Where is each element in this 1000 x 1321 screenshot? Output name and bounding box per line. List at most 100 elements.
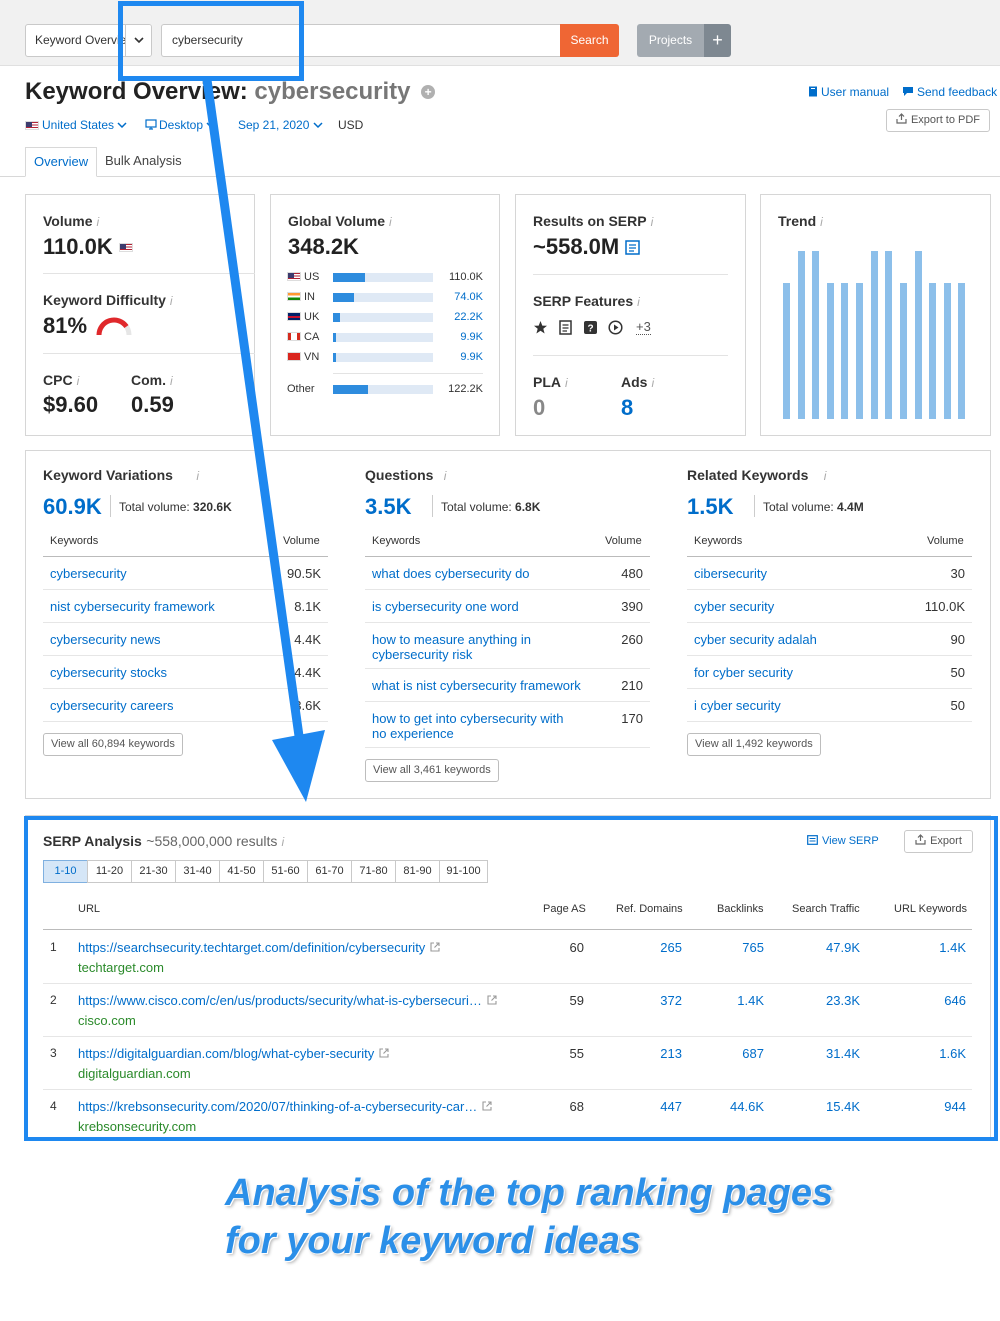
keyword-link[interactable]: is cybersecurity one word [372,599,519,614]
keyword-link[interactable]: cyber security [694,599,775,614]
export-pdf-button[interactable]: Export to PDF [886,109,990,132]
user-manual-link[interactable]: User manual [808,85,889,99]
url-keywords-value[interactable]: 944 [944,1099,966,1114]
tab-overview[interactable]: Overview [25,147,98,177]
serp-domain: digitalguardian.com [78,1066,191,1081]
column-header-search-traffic[interactable]: Search Traffic [792,903,860,915]
uk-flag-icon [287,312,301,321]
serp-url-link[interactable]: https://krebsonsecurity.com/2020/07/thin… [78,1099,492,1114]
keyword-link[interactable]: how to get into cybersecurity with no exp… [372,711,563,741]
ads-value[interactable]: 8 [621,395,634,420]
keyword-link[interactable]: what does cybersecurity do [372,566,530,581]
date-filter[interactable]: Sep 21, 2020 [238,118,323,132]
page-button[interactable]: 91-100 [439,860,488,883]
country-volume-value[interactable]: 9.9K [460,351,483,363]
country-volume-value[interactable]: 74.0K [454,291,483,303]
serp-domain: techtarget.com [78,960,164,975]
ads-label: Ads i [621,374,655,390]
keyword-link[interactable]: cybersecurity stocks [50,665,168,680]
keyword-link[interactable]: nist cybersecurity framework [50,599,215,614]
book-icon [809,86,817,97]
serp-url-link[interactable]: https://searchsecurity.techtarget.com/de… [78,940,440,955]
backlinks-value[interactable]: 44.6K [730,1099,764,1114]
add-project-button[interactable]: + [704,24,731,57]
url-keywords-value[interactable]: 646 [944,993,966,1008]
serp-export-button[interactable]: Export [904,830,973,853]
search-traffic-value[interactable]: 23.3K [826,993,860,1008]
us-flag-icon [287,272,301,281]
ref-domains-value[interactable]: 265 [660,940,682,955]
keyword-link[interactable]: cybersecurity [50,566,127,581]
ref-domains-value[interactable]: 447 [660,1099,682,1114]
related-count[interactable]: 1.5K [687,494,734,519]
country-filter[interactable]: United States [25,118,127,132]
external-link-icon[interactable] [487,995,497,1008]
view-all-button[interactable]: View all 1,492 keywords [687,733,821,756]
column-header-page-as[interactable]: Page AS [543,903,586,915]
country-volume-value[interactable]: 22.2K [454,311,483,323]
external-link-icon[interactable] [430,942,440,955]
keyword-link[interactable]: what is nist cybersecurity framework [372,678,581,693]
backlinks-value[interactable]: 687 [742,1046,764,1061]
search-input[interactable]: cybersecurity [161,24,561,57]
play-icon[interactable] [608,320,623,335]
trend-card: Trend i [760,194,991,436]
serp-url-link[interactable]: https://digitalguardian.com/blog/what-cy… [78,1046,389,1061]
questions-count[interactable]: 3.5K [365,494,412,519]
view-serp-link[interactable]: View SERP [807,835,879,847]
keyword-link[interactable]: cyber security adalah [694,632,817,647]
search-traffic-value[interactable]: 15.4K [826,1099,860,1114]
ref-domains-value[interactable]: 213 [660,1046,682,1061]
column-header-url-keywords[interactable]: URL Keywords [894,903,967,915]
url-keywords-value[interactable]: 1.6K [939,1046,966,1061]
serp-url-link[interactable]: https://www.cisco.com/c/en/us/products/s… [78,993,497,1008]
tool-select[interactable]: Keyword Overview [25,24,152,57]
page-button[interactable]: 41-50 [219,860,264,883]
view-all-button[interactable]: View all 60,894 keywords [43,733,183,756]
keyword_variations-count[interactable]: 60.9K [43,494,102,519]
backlinks-value[interactable]: 765 [742,940,764,955]
document-icon[interactable] [558,320,573,335]
keyword-link[interactable]: how to measure anything in cybersecurity … [372,632,531,662]
search-traffic-value[interactable]: 31.4K [826,1046,860,1061]
row-rank: 1 [50,940,57,954]
tab-bulk-analysis[interactable]: Bulk Analysis [105,153,182,168]
question-icon[interactable]: ? [583,320,598,335]
search-traffic-value[interactable]: 47.9K [826,940,860,955]
search-button[interactable]: Search [560,24,619,57]
page-button[interactable]: 1-10 [43,860,88,883]
keyword-link[interactable]: cybersecurity careers [50,698,174,713]
projects-button[interactable]: Projects [637,24,704,57]
star-icon[interactable] [533,320,548,335]
keyword-link[interactable]: for cyber security [694,665,793,680]
column-header-ref-domains[interactable]: Ref. Domains [616,903,683,915]
serp-features-more[interactable]: +3 [636,319,651,335]
page-button[interactable]: 71-80 [351,860,396,883]
page-button[interactable]: 21-30 [131,860,176,883]
divider [754,495,755,517]
column-header-url[interactable]: URL [78,903,101,915]
page-button[interactable]: 11-20 [87,860,132,883]
external-link-icon[interactable] [379,1048,389,1061]
page-button[interactable]: 81-90 [395,860,440,883]
country-volume-value[interactable]: 9.9K [460,331,483,343]
page-button[interactable]: 61-70 [307,860,352,883]
send-feedback-link[interactable]: Send feedback [902,85,997,99]
keyword-volume: 260 [621,632,643,647]
url-keywords-value[interactable]: 1.4K [939,940,966,955]
keyword_variations-title: Keyword Variations [43,467,173,483]
keyword-link[interactable]: cybersecurity news [50,632,161,647]
keyword-row: cybersecurity stocks 4.4K [43,665,328,698]
column-header-backlinks[interactable]: Backlinks [717,903,764,915]
keyword-link[interactable]: cibersecurity [694,566,767,581]
keyword-link[interactable]: i cyber security [694,698,781,713]
trend-label: Trend i [778,213,823,229]
backlinks-value[interactable]: 1.4K [737,993,764,1008]
keyword-difficulty-value: 81% [43,313,88,338]
global-volume-value: 348.2K [288,234,359,259]
view-all-button[interactable]: View all 3,461 keywords [365,759,499,782]
add-keyword-icon[interactable]: + [421,85,436,99]
external-link-icon[interactable] [482,1101,492,1114]
ref-domains-value[interactable]: 372 [660,993,682,1008]
total-volume-value: 6.8K [515,500,541,514]
